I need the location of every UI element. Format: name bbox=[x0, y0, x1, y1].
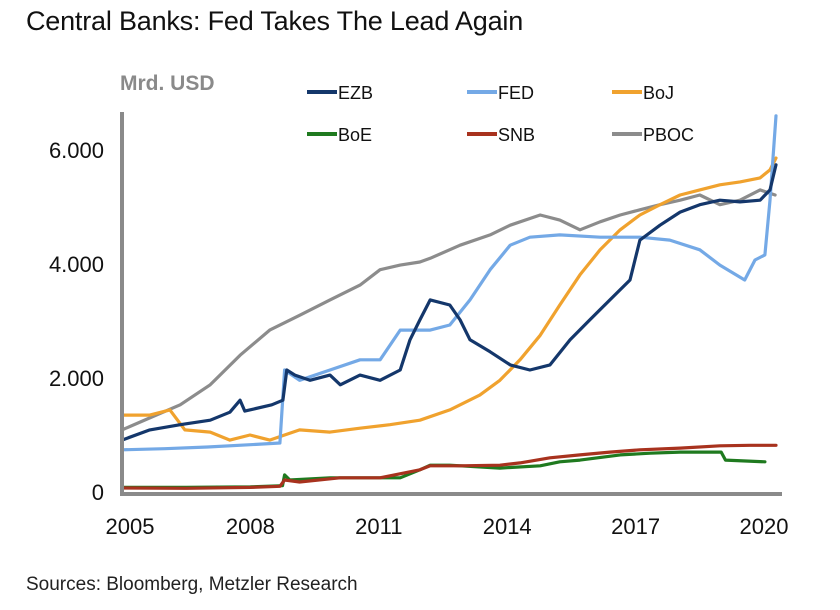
chart-title: Central Banks: Fed Takes The Lead Again bbox=[26, 6, 524, 36]
series-line-boe bbox=[120, 450, 767, 489]
x-tick-label: 2008 bbox=[226, 514, 275, 539]
legend-item-ezb: EZB bbox=[307, 83, 373, 103]
legend-item-pboc: PBOC bbox=[612, 125, 694, 145]
y-tick-label: 0 bbox=[92, 480, 104, 505]
legend-item-boj: BoJ bbox=[612, 83, 674, 103]
x-tick-labels: 2005 2008 2011 2014 2017 2020 bbox=[106, 514, 789, 539]
series-line-ezb bbox=[120, 163, 778, 442]
legend-label: EZB bbox=[338, 83, 373, 103]
legend-label: BoJ bbox=[643, 83, 674, 103]
legend-item-fed: FED bbox=[467, 83, 534, 103]
legend-label: PBOC bbox=[643, 125, 694, 145]
y-tick-labels: 0 2.000 4.000 6.000 bbox=[49, 138, 104, 505]
series-line-fed bbox=[120, 114, 778, 452]
legend-item-boe: BoE bbox=[307, 125, 372, 145]
y-tick-label: 4.000 bbox=[49, 252, 104, 277]
legend: EZB FED BoJ BoE SNB PBOC bbox=[307, 83, 694, 145]
series-line-snb bbox=[120, 443, 778, 490]
legend-label: BoE bbox=[338, 125, 372, 145]
series-line-pboc bbox=[120, 188, 777, 432]
x-tick-label: 2020 bbox=[740, 514, 789, 539]
legend-label: SNB bbox=[498, 125, 535, 145]
x-tick-label: 2011 bbox=[355, 514, 402, 539]
series-layer bbox=[120, 114, 778, 490]
source-note: Sources: Bloomberg, Metzler Research bbox=[26, 574, 358, 595]
x-tick-label: 2005 bbox=[106, 514, 155, 539]
y-axis-unit-label: Mrd. USD bbox=[120, 72, 215, 95]
y-tick-label: 6.000 bbox=[49, 138, 104, 163]
series-line-boj bbox=[120, 156, 778, 442]
legend-item-snb: SNB bbox=[467, 125, 535, 145]
legend-label: FED bbox=[498, 83, 534, 103]
x-tick-label: 2017 bbox=[611, 514, 660, 539]
axes-layer bbox=[120, 112, 782, 496]
x-tick-label: 2014 bbox=[483, 514, 532, 539]
y-tick-label: 2.000 bbox=[49, 366, 104, 391]
